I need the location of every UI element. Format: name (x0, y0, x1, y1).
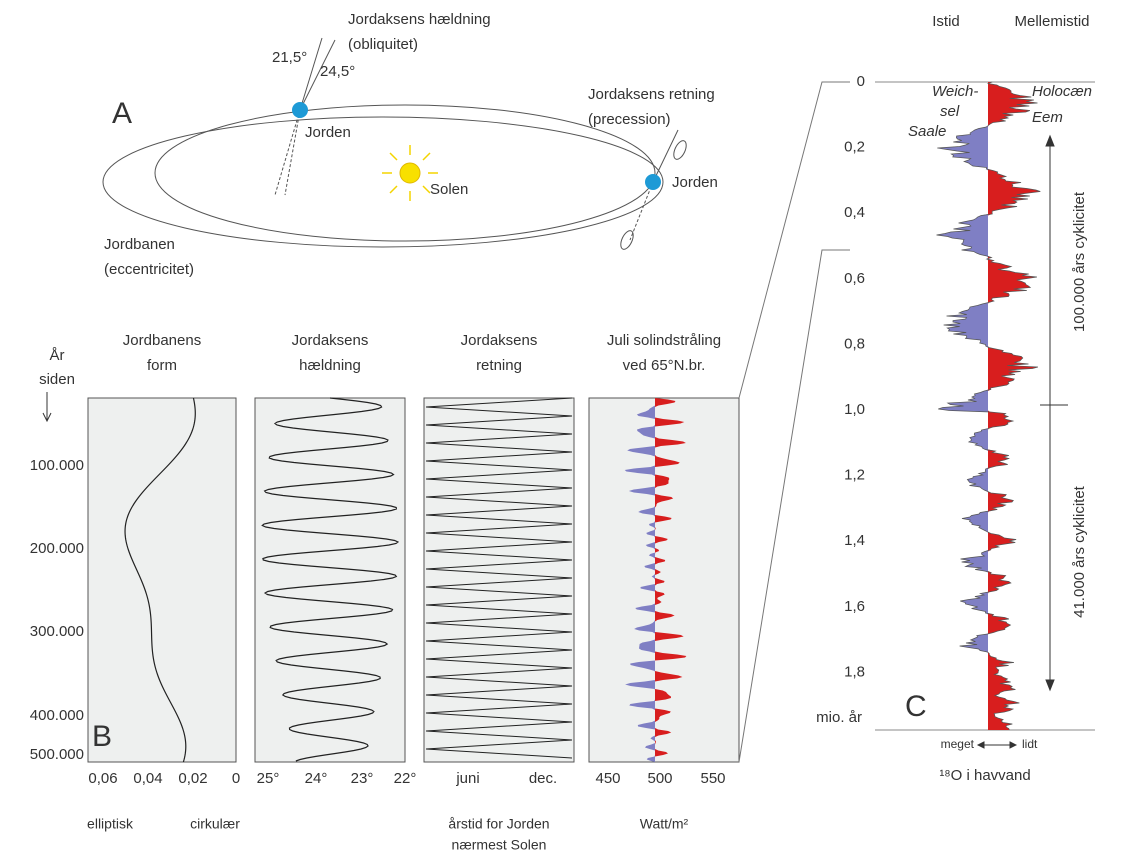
y-tick-label: 1,6 (844, 598, 865, 615)
label: Jordbanen (104, 236, 175, 253)
annotation: 100.000 års cyklicitet (1071, 191, 1088, 332)
earth (645, 174, 661, 190)
annotation: Holocæn (1032, 83, 1092, 100)
x-tick-label: 22° (394, 770, 417, 787)
x-tick-label: 500 (647, 770, 672, 787)
note: nærmest Solen (452, 837, 547, 851)
x-tick-label: 0 (232, 770, 240, 787)
header: Istid (932, 13, 960, 30)
annotation: Weich- (932, 83, 978, 100)
column-title: hældning (299, 357, 361, 374)
arrow (43, 392, 51, 421)
y-tick-label: 1,8 (844, 663, 865, 680)
y-tick-label: 1,0 (844, 401, 865, 418)
annotation: Eem (1032, 109, 1063, 126)
axis-tilt (285, 110, 300, 195)
y-tick-label: 500.000 (30, 746, 84, 763)
label: 24,5° (320, 63, 355, 80)
cycle-arrows (1040, 136, 1068, 690)
column-title: form (147, 357, 177, 374)
y-tick-label: 0 (857, 73, 865, 90)
y-tick-label: 0,6 (844, 270, 865, 287)
x-tick-label: 23° (351, 770, 374, 787)
axis-title: År (50, 347, 65, 364)
y-tick-label: 300.000 (30, 623, 84, 640)
axis-label: lidt (1022, 737, 1038, 751)
label: Jordaksens hældning (348, 11, 491, 28)
panel-a (103, 38, 689, 251)
axis-title: siden (39, 371, 75, 388)
arrow (978, 742, 1016, 748)
note: elliptisk (87, 816, 134, 832)
plot-frame (88, 398, 236, 762)
label: Jorden (305, 124, 351, 141)
column-title: Jordbanens (123, 332, 201, 349)
annotation: sel (940, 103, 960, 120)
x-tick-label: 0,06 (88, 770, 117, 787)
column-title: Jordaksens (292, 332, 369, 349)
y-tick-label: 200.000 (30, 540, 84, 557)
plot-frame (424, 398, 574, 762)
label: Solen (430, 181, 468, 198)
x-tick-label: juni (455, 770, 479, 787)
x-tick-label: 550 (700, 770, 725, 787)
axis-title: ¹⁸O i havvand (939, 767, 1030, 784)
note: årstid for Jorden (448, 816, 549, 832)
label: 21,5° (272, 49, 307, 66)
x-tick-label: 0,04 (133, 770, 162, 787)
panel-c: 0 0,2 0,4 0,6 0,8 1,0 1,2 1,4 1,6 1,8 (844, 73, 1095, 730)
panel-b: 100.000 200.000 300.000 400.000 500.000 Jordb… (30, 332, 739, 851)
label: Jordaksens retning (588, 86, 715, 103)
x-tick-label: 24° (305, 770, 328, 787)
note: cirkulær (190, 816, 240, 832)
x-tick-label: 25° (257, 770, 280, 787)
annotation: Saale (908, 123, 946, 140)
label: (precession) (588, 111, 671, 128)
axis-label: meget (941, 737, 975, 751)
column-title: Jordaksens (461, 332, 538, 349)
axis-tilt (275, 110, 300, 195)
unit: mio. år (816, 709, 862, 726)
precession-cone (671, 139, 689, 161)
y-tick-label: 0,8 (844, 335, 865, 352)
y-tick-label: 1,4 (844, 532, 865, 549)
y-tick-label: 0,4 (844, 204, 865, 221)
x-tick-label: 0,02 (178, 770, 207, 787)
precession-cone (618, 229, 636, 251)
panel-label: A (112, 97, 132, 130)
figure: A Jordaksens hældning (obliquitet) 21,5°… (0, 0, 1123, 851)
warm-fill (988, 82, 1040, 730)
header: Mellemistid (1014, 13, 1089, 30)
y-tick-label: 0,2 (844, 139, 865, 156)
label: Jorden (672, 174, 718, 191)
x-tick-label: dec. (529, 770, 557, 787)
column-title: ved 65°N.br. (623, 357, 706, 374)
plot-frame (589, 398, 739, 762)
x-tick-label: 450 (595, 770, 620, 787)
column-title: retning (476, 357, 522, 374)
label: (obliquitet) (348, 36, 418, 53)
sun (400, 163, 420, 183)
earth (292, 102, 308, 118)
y-tick-label: 400.000 (30, 707, 84, 724)
y-tick-label: 100.000 (30, 457, 84, 474)
orbit-outer (103, 117, 663, 247)
note: Watt/m² (640, 816, 689, 832)
panel-label: C (905, 690, 927, 723)
connector (739, 82, 850, 762)
panel-label: B (92, 720, 112, 753)
y-tick-label: 1,2 (844, 467, 865, 484)
annotation: 41.000 års cyklicitet (1071, 485, 1088, 618)
column-title: Juli solindstråling (607, 332, 721, 349)
label: (eccentricitet) (104, 261, 194, 278)
